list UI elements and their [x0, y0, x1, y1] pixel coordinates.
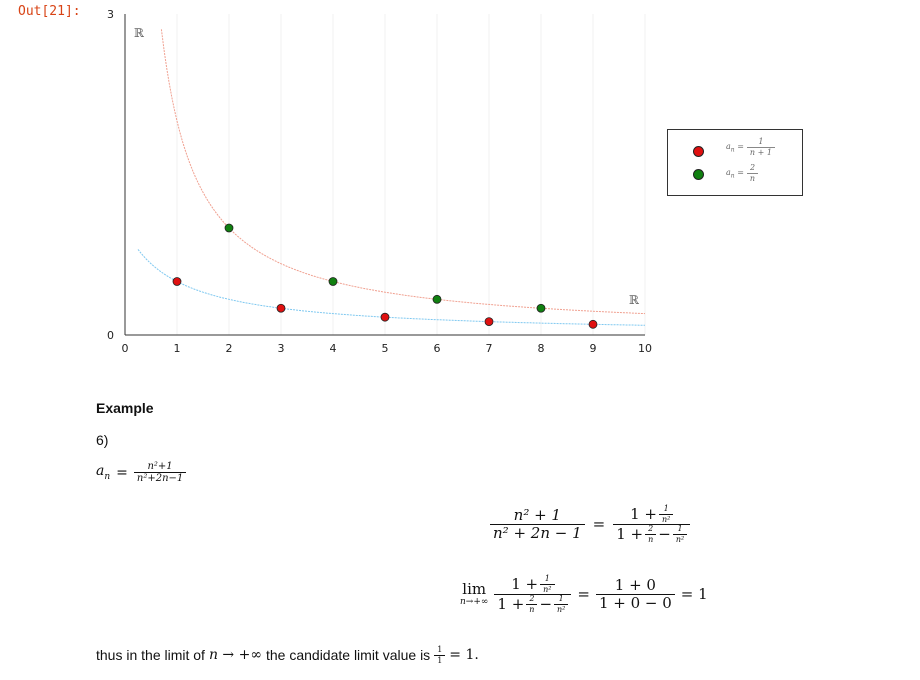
x-tick-label: 4: [330, 342, 337, 355]
example-number: 6): [96, 432, 109, 448]
x-tick-label: 10: [638, 342, 652, 355]
green-data-point: [536, 303, 546, 313]
curve-blue: [137, 249, 646, 326]
red-data-point: [276, 303, 286, 313]
sequence-definition: an = n²+1 n²+2n−1: [96, 461, 187, 485]
x-tick-label: 5: [382, 342, 389, 355]
x-tick-label: 9: [590, 342, 597, 355]
conclusion-text: thus in the limit of n → +∞ the candidat…: [96, 645, 479, 665]
red-data-point: [172, 277, 182, 286]
x-tick-label: 0: [122, 342, 129, 355]
sequence-plot: 0 1 2 3 4 5 6 7 8 9 10 0 3 ℝ ℝ: [107, 8, 652, 355]
red-data-point: [484, 317, 494, 327]
green-data-point: [328, 277, 338, 286]
x-tick-label: 8: [538, 342, 545, 355]
x-axis-label: ℝ: [629, 293, 640, 307]
x-tick-label: 3: [278, 342, 285, 355]
green-data-point: [224, 223, 234, 233]
x-tick-label: 2: [226, 342, 233, 355]
legend-red-dot: [693, 146, 704, 157]
curve-red: [160, 29, 646, 315]
y-tick-label: 3: [107, 8, 114, 21]
y-tick-label: 0: [107, 329, 114, 342]
x-tick-label: 1: [174, 342, 181, 355]
output-prompt: Out[21]:: [18, 4, 81, 19]
red-data-point: [380, 312, 390, 322]
x-tick-label: 7: [486, 342, 493, 355]
example-title: Example: [96, 400, 154, 416]
legend-green-dot: [693, 169, 704, 180]
red-data-point: [588, 319, 598, 329]
x-tick-label: 6: [434, 342, 441, 355]
y-axis-label: ℝ: [134, 26, 145, 40]
green-data-point: [432, 294, 442, 304]
